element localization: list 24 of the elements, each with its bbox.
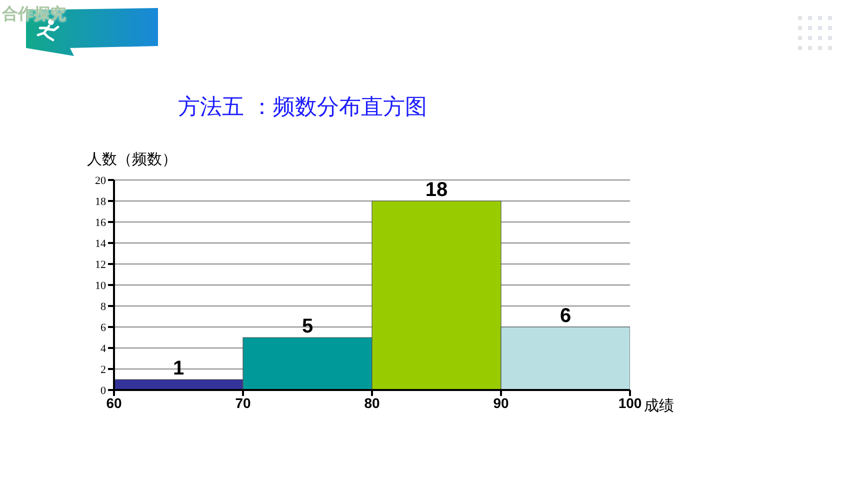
y-tick-label: 16 [95, 216, 106, 229]
text: 合作探究 [2, 4, 66, 25]
data-label: 6 [560, 305, 572, 327]
x-tick-label: 90 [493, 394, 509, 411]
y-tick-label: 0 [100, 384, 106, 397]
x-tick-label: 80 [364, 394, 380, 411]
data-label: 18 [425, 179, 448, 201]
y-tick-label: 6 [100, 322, 106, 334]
y-tick-label: 4 [100, 342, 106, 355]
y-tick-label: 10 [95, 280, 106, 292]
y-tick-label: 2 [100, 364, 106, 376]
y-tick-label: 8 [100, 300, 106, 313]
y-axis-title: 人数（频数） [87, 151, 177, 168]
data-label: 5 [302, 316, 314, 338]
x-tick-label: 100 [618, 394, 642, 411]
y-tick-label: 12 [95, 258, 106, 271]
x-axis-title: 成绩 [644, 397, 674, 414]
y-tick-label: 18 [95, 196, 106, 208]
y-tick-label: 20 [95, 174, 106, 187]
y-tick-label: 14 [95, 238, 106, 250]
data-label: 1 [172, 358, 184, 380]
x-tick-label: 60 [106, 394, 122, 411]
chart-title: 方法五 ：频数分布直方图 [178, 94, 427, 122]
x-tick-label: 70 [235, 394, 251, 411]
